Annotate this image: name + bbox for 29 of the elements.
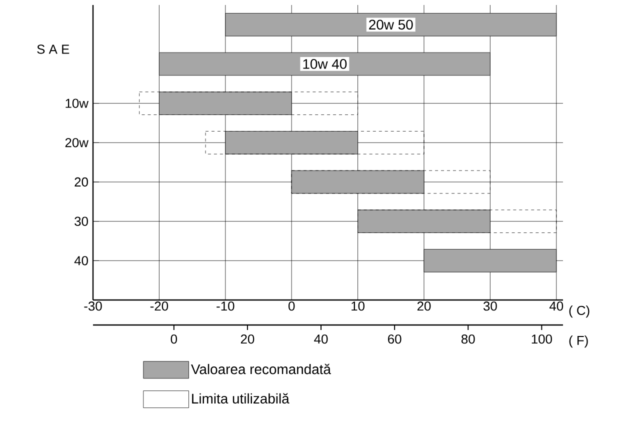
x-tick-label: 20 <box>417 302 431 311</box>
x-tick-label: 40 <box>549 302 564 311</box>
x-tick-label: 30 <box>483 302 497 311</box>
y-axis-title: S A E <box>37 44 70 54</box>
y-tick-label: 20w <box>65 138 89 148</box>
x2-tick-label: 40 <box>314 334 328 344</box>
legend-label: Valoarea recomandată <box>191 364 331 374</box>
bar <box>159 52 490 76</box>
x2-tick-label: 80 <box>461 334 475 344</box>
x-axis-title: ( C) <box>569 306 590 318</box>
bar <box>291 170 490 194</box>
x-tick-label: -10 <box>216 302 234 311</box>
x2-tick-label: 60 <box>388 334 402 344</box>
x-tick-label: -30 <box>84 302 102 311</box>
x2-axis-title: ( F) <box>569 335 588 348</box>
x2-tick-label: 100 <box>532 334 552 344</box>
legend-label: Limita utilizabilă <box>192 393 290 404</box>
annotation: 20w 50 <box>369 20 413 30</box>
y-tick-label: 20 <box>74 177 88 187</box>
y-tick-label: 40 <box>74 256 88 266</box>
x-tick-label: 10 <box>352 302 364 311</box>
x2-tick-label: 0 <box>170 334 178 344</box>
bar <box>205 131 424 154</box>
x-tick-label: -20 <box>150 302 168 311</box>
y-tick-label: 10w <box>66 98 89 108</box>
x2-tick-label: 20 <box>240 334 254 344</box>
x-tick-label: 0 <box>288 302 295 311</box>
annotation: 10w 40 <box>303 59 347 69</box>
y-tick-label: 30 <box>74 216 88 226</box>
